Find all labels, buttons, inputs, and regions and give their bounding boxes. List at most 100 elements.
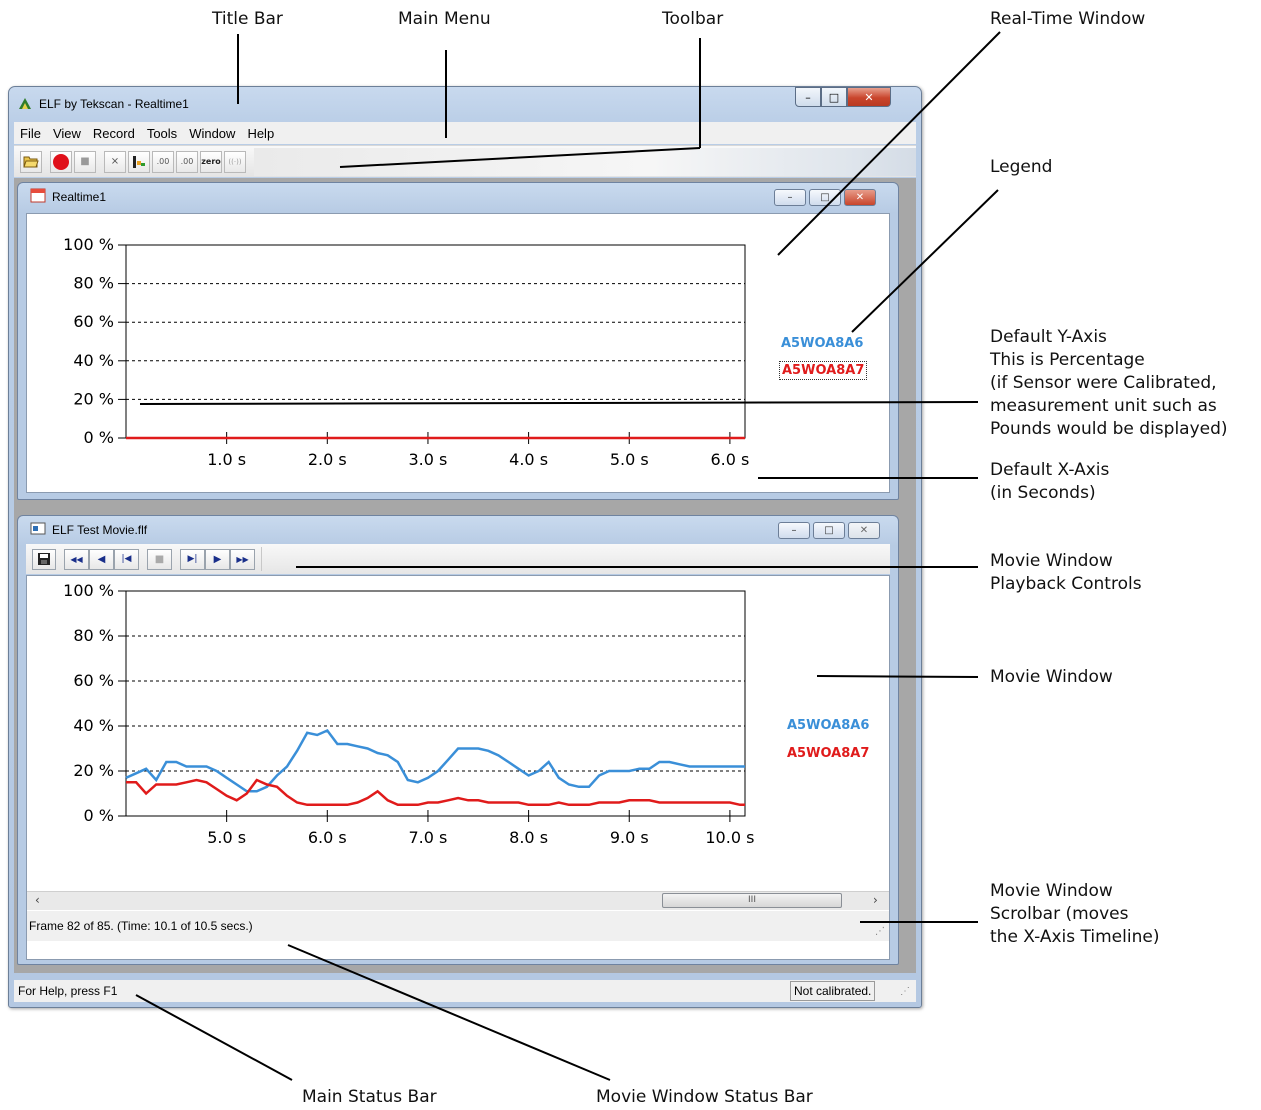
maximize-button[interactable]: □: [821, 87, 847, 107]
step-back-button[interactable]: ◀: [89, 548, 114, 570]
fast-forward-button[interactable]: ▶▶: [230, 548, 255, 570]
movie-scrollbar[interactable]: ‹ III ›: [27, 891, 889, 910]
scroll-left-arrow-icon[interactable]: ‹: [35, 893, 40, 907]
y-tick-label: 80 %: [73, 626, 114, 645]
wireless-button[interactable]: ((·)): [224, 150, 246, 173]
realtime-close-button[interactable]: ✕: [844, 189, 876, 206]
callout-y-axis: Default Y-Axis This is Percentage (if Se…: [990, 327, 1228, 439]
fast-forward-icon: ▶▶: [236, 554, 249, 564]
movie-status-bar: Frame 82 of 85. (Time: 10.1 of 10.5 secs…: [27, 911, 889, 941]
y-tick-label: 0 %: [84, 806, 114, 825]
x-tick-label: 7.0 s: [409, 828, 448, 847]
playback-toolbar-filler: [261, 547, 890, 571]
movie-minimize-button[interactable]: –: [778, 522, 810, 539]
y-tick-label: 40 %: [73, 716, 114, 735]
plot-frame: [125, 590, 746, 817]
x-tick-label: 6.0 s: [308, 828, 347, 847]
y-tick-label: 60 %: [73, 312, 114, 331]
movie-status-text: Frame 82 of 85. (Time: 10.1 of 10.5 secs…: [29, 919, 253, 933]
realtime-maximize-button[interactable]: □: [809, 189, 841, 206]
movie-chart: 0 % 20 % 40 % 60 % 80 % 100 % 5.0 s 6.0 s 7.0 s 8…: [63, 581, 754, 847]
fast-rewind-icon: ◀◀: [70, 554, 83, 564]
callout-realtime-window: Real-Time Window: [990, 9, 1146, 29]
level-button[interactable]: [128, 150, 150, 173]
x-tick-label: 10.0 s: [705, 828, 754, 847]
stop-icon: ■: [154, 553, 165, 565]
sensor-map-button[interactable]: ⨯: [104, 150, 126, 173]
callout-main-menu: Main Menu: [398, 9, 491, 29]
realtime-legend-series-2[interactable]: A5WOA8A7: [779, 361, 868, 380]
menu-item-tools[interactable]: Tools: [146, 125, 178, 141]
record-button[interactable]: [50, 150, 72, 173]
rewind-fast-button[interactable]: ◀◀: [64, 548, 89, 570]
level-icon: [133, 155, 145, 168]
wireless-icon: ((·)): [228, 157, 242, 166]
title-bar[interactable]: ELF by Tekscan - Realtime1 – □ ✕: [9, 87, 921, 121]
x-tick-label: 4.0 s: [509, 450, 548, 469]
movie-legend-series-2[interactable]: A5WOA8A7: [787, 746, 870, 761]
x-tick-label: 9.0 s: [610, 828, 649, 847]
movie-maximize-button[interactable]: □: [813, 522, 845, 539]
threshold-icon: .00: [156, 157, 170, 166]
scroll-right-arrow-icon[interactable]: ›: [873, 893, 878, 907]
realtime-chart-area: 0 % 20 % 40 % 60 % 80 % 100 % 1.0 s 2.0 s 3.0 s 4…: [26, 213, 890, 493]
realtime-legend-series-1[interactable]: A5WOA8A6: [781, 336, 864, 351]
threshold-button-2[interactable]: .00: [176, 150, 198, 173]
minimize-button[interactable]: –: [795, 87, 821, 107]
series-line-2: [126, 778, 745, 807]
help-status-text: For Help, press F1: [18, 984, 118, 998]
y-tick-label: 20 %: [73, 389, 114, 408]
x-tick-label: 8.0 s: [509, 828, 548, 847]
y-tick-label: 100 %: [63, 581, 114, 600]
movie-legend-series-1[interactable]: A5WOA8A6: [787, 718, 870, 733]
realtime-window: Realtime1 – □ ✕ 0 % 20 % 40 % 60 % 80 % 100 %…: [17, 182, 899, 500]
app-window: ELF by Tekscan - Realtime1 – □ ✕ File Vi…: [8, 86, 922, 1008]
callout-movie-window: Movie Window: [990, 667, 1113, 687]
zero-button[interactable]: zero: [200, 150, 222, 173]
save-icon: [38, 553, 50, 565]
play-button[interactable]: ▶: [205, 548, 230, 570]
stop-button[interactable]: ■: [74, 150, 96, 173]
callout-title-bar: Title Bar: [212, 9, 283, 29]
menu-item-file[interactable]: File: [20, 125, 41, 141]
threshold-icon: .00: [180, 157, 194, 166]
stop-playback-button[interactable]: ■: [147, 548, 172, 570]
menu-item-record[interactable]: Record: [92, 125, 135, 141]
realtime-chart: 0 % 20 % 40 % 60 % 80 % 100 % 1.0 s 2.0 s 3.0 s 4…: [63, 235, 749, 469]
movie-window: ELF Test Movie.flf – □ ✕ ◀◀ ◀ |◀ ■ ▶| ▶ …: [17, 515, 899, 965]
go-start-button[interactable]: |◀: [114, 548, 139, 570]
callout-movie-status-bar: Movie Window Status Bar: [596, 1087, 813, 1107]
main-menu: File View Record Tools Window Help: [14, 122, 916, 144]
main-resize-grip-icon[interactable]: ⋰: [900, 986, 910, 997]
play-icon: ▶: [213, 553, 222, 565]
threshold-button-1[interactable]: .00: [152, 150, 174, 173]
x-tick-label: 1.0 s: [207, 450, 246, 469]
playback-controls: ◀◀ ◀ |◀ ■ ▶| ▶ ▶▶: [26, 544, 890, 574]
x-tick-label: 5.0 s: [610, 450, 649, 469]
stop-icon: ■: [80, 156, 90, 167]
x-tick-label: 2.0 s: [308, 450, 347, 469]
movie-window-title: ELF Test Movie.flf: [52, 523, 148, 537]
open-file-button[interactable]: [20, 150, 42, 173]
close-button[interactable]: ✕: [847, 87, 891, 107]
movie-resize-grip-icon[interactable]: ⋰: [875, 926, 885, 937]
callout-legend: Legend: [990, 157, 1053, 177]
window-title: ELF by Tekscan - Realtime1: [39, 97, 189, 111]
go-end-button[interactable]: ▶|: [180, 548, 205, 570]
toolbar-filler: [254, 147, 916, 176]
main-status-bar: For Help, press F1 Not calibrated. ⋰: [14, 980, 916, 1002]
go-start-icon: |◀: [121, 554, 132, 564]
menu-item-window[interactable]: Window: [189, 125, 236, 141]
save-movie-button[interactable]: [32, 548, 56, 570]
menu-item-view[interactable]: View: [52, 125, 81, 141]
calibration-status: Not calibrated.: [790, 981, 876, 1001]
zero-icon: zero: [201, 157, 221, 166]
movie-scrollbar-thumb[interactable]: III: [662, 893, 842, 908]
go-end-icon: ▶|: [187, 554, 198, 564]
menu-item-help[interactable]: Help: [247, 125, 275, 141]
step-back-icon: ◀: [97, 553, 106, 565]
y-tick-label: 100 %: [63, 235, 114, 254]
callout-main-status-bar: Main Status Bar: [302, 1087, 437, 1107]
realtime-minimize-button[interactable]: –: [774, 189, 806, 206]
movie-close-button[interactable]: ✕: [848, 522, 880, 539]
